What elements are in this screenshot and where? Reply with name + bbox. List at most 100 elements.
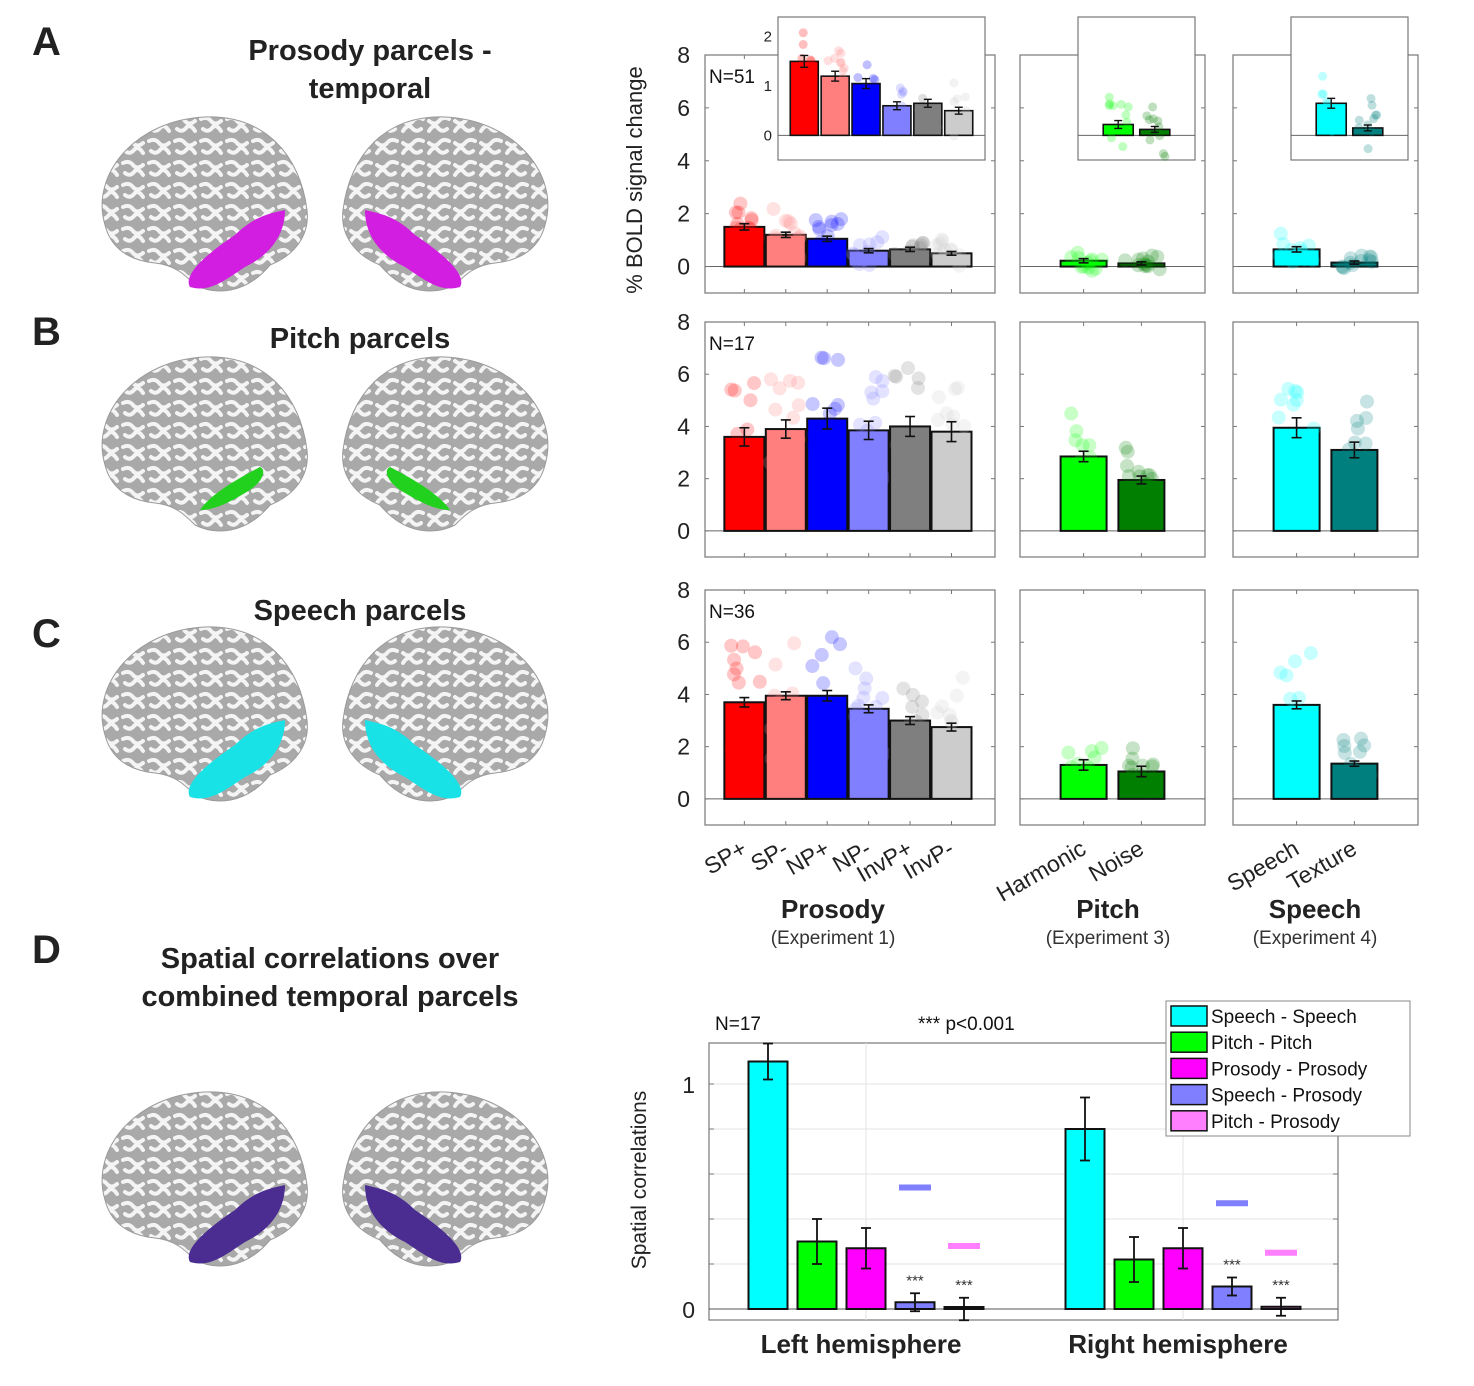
subject-point	[730, 426, 745, 441]
subject-point	[1346, 761, 1361, 776]
subject-point	[887, 368, 902, 383]
subject-point	[854, 100, 864, 110]
subject-point	[892, 722, 907, 737]
subject-point	[920, 122, 930, 132]
subject-point	[885, 123, 895, 133]
subject-point	[856, 690, 871, 705]
cortex-surface	[101, 356, 308, 532]
subject-point	[1145, 759, 1160, 774]
subject-point	[791, 375, 806, 390]
subject-point	[1154, 122, 1164, 132]
inset-bar	[789, 60, 820, 137]
significance-annotation: *** p<0.001	[918, 1014, 1015, 1035]
subject-point	[1363, 767, 1378, 782]
subject-point	[927, 122, 937, 132]
subject-point	[1360, 394, 1375, 409]
subject-point	[846, 247, 861, 262]
subject-point	[1290, 385, 1305, 400]
brain-b-right-hemisphere	[342, 356, 549, 532]
subject-point	[806, 56, 816, 66]
subject-point	[942, 707, 957, 722]
subject-point	[828, 242, 843, 257]
subject-point	[864, 385, 879, 400]
subject-point	[1140, 259, 1155, 274]
subject-point	[912, 240, 927, 255]
group-subtitle-speech: (Experiment 4)	[1253, 928, 1378, 949]
subject-point	[848, 661, 863, 676]
subject-point	[1286, 397, 1301, 412]
subject-point	[1153, 116, 1163, 126]
panel-title-d: Spatial correlations over combined tempo…	[100, 940, 560, 1016]
parcel-region	[365, 720, 462, 799]
bar-texture	[1330, 448, 1379, 532]
brain-a-left-hemisphere	[101, 116, 308, 292]
subject-point	[817, 351, 832, 366]
subject-point	[768, 228, 783, 243]
subject-point	[896, 89, 906, 99]
subject-point	[830, 53, 840, 63]
subject-point	[763, 372, 778, 387]
y-axis-label: Spatial correlations	[628, 1091, 651, 1270]
subject-point	[1152, 262, 1167, 277]
subject-point	[730, 456, 745, 471]
subject-point	[729, 471, 744, 486]
subject-point	[916, 103, 926, 113]
subject-point	[748, 645, 763, 660]
subject-point	[1088, 261, 1103, 276]
subject-point	[950, 380, 965, 395]
subject-point	[937, 243, 952, 258]
subject-point	[943, 713, 958, 728]
legend-swatch	[1170, 1083, 1208, 1106]
panel-title-d-line1: Spatial correlations over	[160, 943, 500, 975]
noise-ceiling-marker	[1216, 1200, 1248, 1207]
x-tick-label: SP+	[700, 835, 751, 880]
subject-point	[1125, 751, 1140, 766]
plot-frame	[1232, 589, 1419, 826]
subject-point	[768, 402, 783, 417]
subject-point	[948, 381, 963, 396]
subject-point	[808, 213, 823, 228]
subject-point	[894, 742, 909, 757]
subject-point	[905, 687, 920, 702]
subject-point	[1369, 114, 1379, 124]
subject-point	[768, 657, 783, 672]
brain-d-right-hemisphere	[342, 1091, 549, 1267]
subject-point	[735, 639, 750, 654]
subject-point	[727, 652, 742, 667]
subject-point	[1343, 255, 1358, 270]
subject-point	[1350, 421, 1365, 436]
y-tick-label: 4	[677, 681, 690, 707]
subject-point	[905, 249, 920, 264]
subject-point	[853, 417, 868, 432]
subject-point	[831, 352, 846, 367]
bar-np	[847, 707, 890, 800]
subject-point	[905, 699, 920, 714]
subject-point	[1278, 722, 1293, 737]
subject-point	[1357, 738, 1372, 753]
subject-point	[1068, 469, 1083, 484]
subject-point	[1084, 263, 1099, 278]
subject-point	[1158, 149, 1168, 159]
subject-point	[1318, 89, 1328, 99]
subject-point	[1279, 668, 1294, 683]
subject-point	[961, 105, 971, 115]
subject-point	[1336, 732, 1351, 747]
bar-np	[847, 429, 890, 532]
subject-point	[911, 371, 926, 386]
subject-point	[824, 218, 839, 233]
subject-point	[889, 369, 904, 384]
inset-pitch	[1077, 16, 1196, 161]
group-title-speech: Speech	[1269, 894, 1362, 924]
parcel-region	[365, 1185, 462, 1264]
subject-point	[1304, 738, 1319, 753]
subject-point	[1286, 722, 1301, 737]
subject-point	[935, 699, 950, 714]
plot-frame	[1019, 321, 1206, 558]
panel-letter-a: A	[32, 20, 61, 64]
subject-point	[900, 744, 915, 759]
subject-point	[1301, 238, 1316, 253]
subject-point	[947, 744, 962, 759]
subject-point	[957, 419, 972, 434]
subject-point	[1337, 473, 1352, 488]
subject-point	[859, 89, 869, 99]
